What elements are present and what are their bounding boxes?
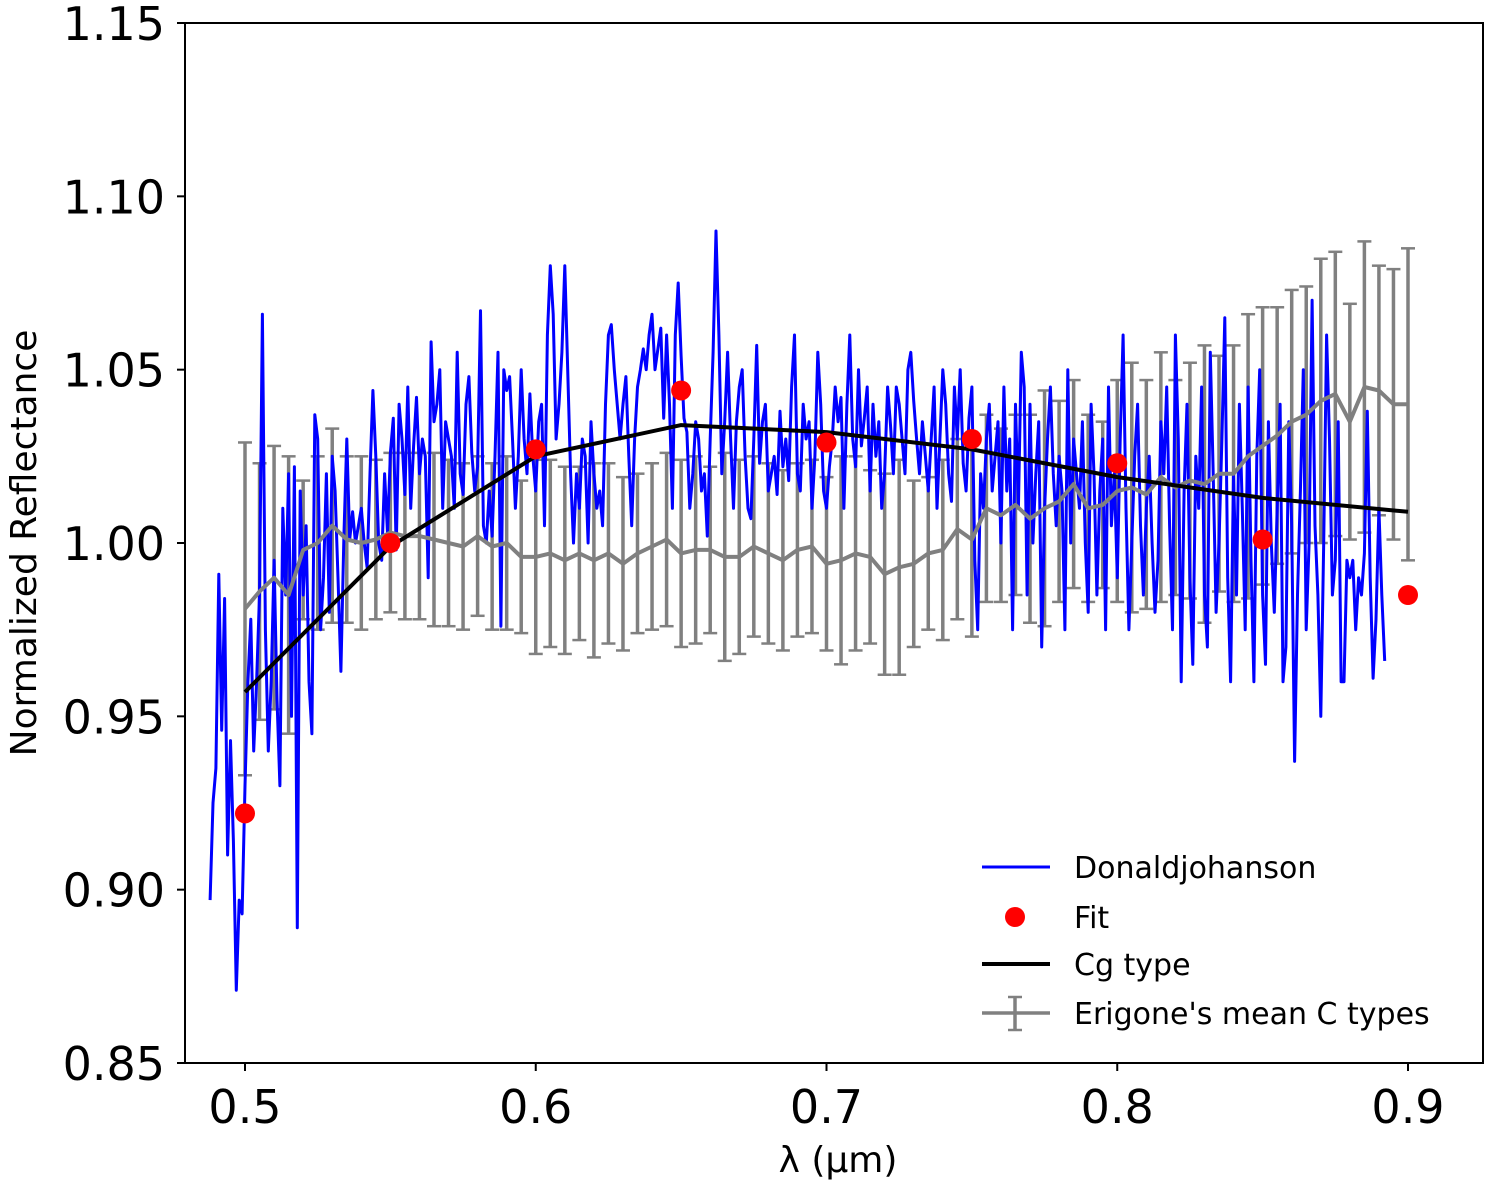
fit-point: [1252, 529, 1273, 550]
y-tick-label: 1.05: [63, 344, 165, 398]
x-tick-label: 0.6: [499, 1080, 572, 1134]
legend-label-donaldjohanson: Donaldjohanson: [1074, 851, 1316, 886]
y-tick-label: 1.10: [63, 170, 165, 224]
series-cg-type-line: [243, 423, 1409, 694]
fit-point: [961, 429, 982, 449]
x-tick-label: 0.8: [1081, 1080, 1154, 1134]
series-erigone-mean-line: [243, 385, 1408, 611]
legend-label-cg-type: Cg type: [1074, 948, 1191, 983]
fit-point: [235, 803, 255, 824]
fit-point: [1107, 453, 1128, 474]
legend-swatch-fit: [1005, 907, 1025, 927]
y-tick-label: 0.85: [63, 1037, 165, 1091]
fit-point: [525, 439, 546, 460]
x-tick-label: 0.9: [1371, 1080, 1444, 1134]
series-donaldjohanson-line: [208, 229, 1387, 992]
y-tick-label: 1.00: [63, 517, 165, 571]
legend-label-fit: Fit: [1074, 901, 1109, 936]
y-tick-label: 1.15: [63, 0, 165, 51]
legend-swatch-erigone: [982, 995, 1050, 1032]
y-axis-label: Normalized Reflectance: [4, 330, 45, 757]
x-axis-label: λ (μm): [779, 1140, 898, 1181]
fit-point: [816, 432, 837, 453]
x-tick-label: 0.7: [790, 1080, 863, 1134]
y-tick-label: 0.95: [63, 690, 165, 744]
axes: 0.5 0.6 0.7 0.8 0.9 0.85 0.90 0.95 1.00 1.05 1.10 1…: [63, 0, 1484, 1134]
legend-label-erigone: Erigone's mean C types: [1074, 997, 1430, 1032]
legend: Donaldjohanson Fit Cg type Erigone's mea…: [982, 851, 1430, 1032]
plot-area: [208, 229, 1418, 992]
fit-point: [1398, 585, 1418, 605]
x-tick-label: 0.5: [208, 1080, 281, 1134]
fit-point: [380, 533, 401, 553]
fit-point: [671, 380, 692, 401]
y-tick-label: 0.90: [63, 864, 165, 918]
